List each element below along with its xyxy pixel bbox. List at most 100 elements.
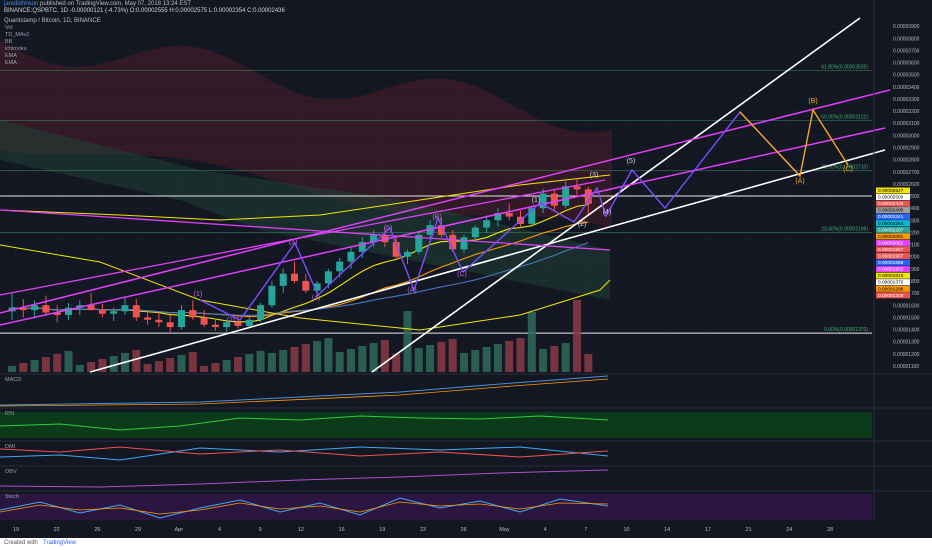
candle-body: [381, 234, 389, 243]
indicator-ichimoku[interactable]: ichimoku: [5, 46, 27, 52]
candle-body: [211, 324, 219, 328]
candle-body: [528, 208, 536, 224]
wave-label: (C): [843, 166, 853, 173]
author-link[interactable]: jarediohnson: [4, 1, 39, 7]
candle-body: [42, 305, 50, 313]
price-badge: [876, 272, 910, 279]
candle-body: [257, 305, 265, 320]
candle-body: [539, 193, 547, 209]
obv-line: [0, 469, 609, 488]
candle-body: [65, 307, 72, 315]
volume-bar: [426, 345, 435, 372]
volume-bar: [64, 351, 73, 372]
price-badge: [876, 207, 910, 214]
time-tick-label: 26: [94, 527, 100, 533]
candle-body: [449, 234, 457, 250]
volume-bar: [132, 350, 141, 372]
price-badge-label: 0.00001832: [878, 267, 904, 273]
indicator-td-mav2[interactable]: TD_MAv2: [5, 32, 30, 38]
bollinger-lower-band: [0, 244, 611, 331]
wave-label: (2): [578, 221, 587, 228]
price-tick-label: 0.00003900: [893, 24, 920, 30]
publish-text: published on TradingView.com, May 07, 20…: [40, 1, 192, 7]
time-tick-label: 21: [746, 527, 752, 533]
indicator-ema-2[interactable]: EMA: [5, 60, 17, 66]
price-tick-label: 0.00003800: [893, 36, 920, 42]
volume-bar: [245, 354, 254, 372]
volume-bar: [267, 353, 276, 372]
time-tick-label: 4: [218, 527, 221, 533]
tradingview-logo[interactable]: TradingView: [43, 540, 77, 546]
channel-line-mid: [0, 179, 606, 296]
price-badge: [876, 220, 910, 227]
wave-label: (5): [384, 225, 393, 232]
price-badge: [876, 266, 910, 273]
price-badge-label: 0.00002207: [878, 227, 904, 233]
volume-bar: [234, 357, 242, 372]
candle-body: [584, 189, 592, 204]
volume-bar: [414, 348, 423, 372]
macd-line: [0, 375, 609, 406]
ichimoku-cloud-red: [0, 40, 612, 228]
price-badge-label: 0.00001907: [878, 254, 904, 260]
candle-body: [98, 310, 106, 314]
candle-body: [189, 310, 197, 318]
candle-body: [245, 319, 253, 326]
volume-bar: [516, 338, 525, 372]
wave-label: (B): [432, 214, 441, 221]
volume-bar: [539, 349, 548, 372]
chart-title: Quantstamp / Bitcoin, 1D, BINANCE: [4, 18, 101, 24]
volume-bar: [53, 354, 62, 372]
price-badge: [876, 259, 910, 266]
wave-label: (5): [627, 158, 636, 165]
volume-bar: [177, 355, 186, 372]
candle-body: [505, 213, 513, 217]
price-badge-label: 0.00001370: [878, 280, 904, 286]
wave-label: (4): [603, 209, 612, 216]
stoch-d-line: [0, 501, 609, 515]
price-badge-label: 0.00002500: [878, 195, 904, 201]
price-tick-label: 0.00001100: [893, 364, 919, 370]
time-tick-label: 10: [623, 527, 629, 533]
rsi-line: [0, 415, 609, 431]
volume-bar: [143, 364, 152, 372]
pane-label-macd: MACD: [5, 377, 22, 383]
price-badge: [876, 194, 910, 201]
pane-label-rsi: RSI: [5, 411, 15, 417]
wave-label: (2): [227, 317, 236, 324]
time-tick-label: 14: [664, 527, 670, 533]
rsi-band: [0, 412, 872, 438]
price-tick-label: 0.00003400: [893, 85, 920, 91]
volume-bar: [8, 366, 16, 372]
volume-bar: [335, 352, 344, 372]
price-badge-label: 0.00002091: [878, 234, 904, 240]
price-tick-label: 0.00003000: [893, 133, 920, 139]
indicator-bb[interactable]: BB: [5, 39, 13, 45]
time-tick-label: 23: [420, 527, 426, 533]
time-tick-label: 4: [544, 527, 547, 533]
bollinger-upper-band: [0, 174, 611, 221]
time-tick-label: 29: [135, 527, 141, 533]
volume-bar: [222, 360, 231, 372]
volume-bar: [448, 339, 457, 372]
price-badge-label: 0.00002547: [878, 188, 904, 194]
candle-body: [166, 322, 174, 328]
volume-bar: [561, 343, 570, 372]
footer-created-with: Created with: [4, 540, 38, 546]
price-badge: [876, 200, 910, 207]
dmi-minus-line: [0, 446, 609, 458]
projection-path: [739, 108, 849, 178]
indicator-vol[interactable]: Vol: [5, 25, 13, 31]
time-tick-label: 24: [786, 527, 792, 533]
wave-label: (A): [795, 178, 804, 185]
wave-label: (1): [194, 291, 203, 298]
wave-label: (B): [808, 98, 817, 105]
ema-line-blue: [11, 242, 589, 316]
time-tick-label: May: [499, 527, 510, 533]
volume-bar: [471, 350, 480, 372]
indicator-ema-1[interactable]: EMA: [5, 53, 17, 59]
volume-bar: [87, 362, 96, 372]
candle-body: [110, 311, 118, 314]
time-tick-label: 17: [705, 527, 711, 533]
price-badge-label: 0.00002062: [878, 240, 904, 246]
